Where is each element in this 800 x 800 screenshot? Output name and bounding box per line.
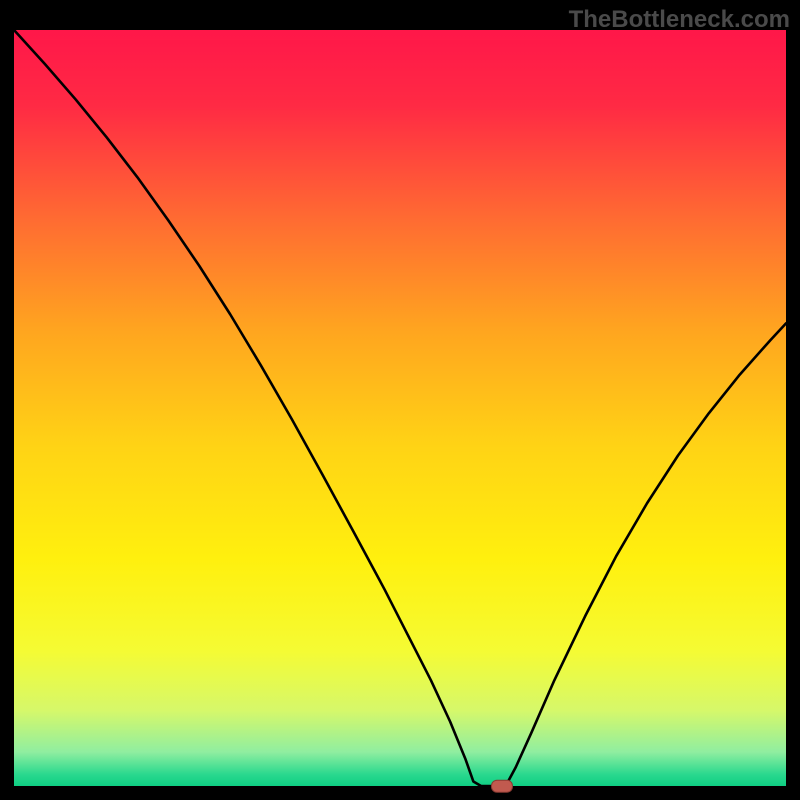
chart-frame: TheBottleneck.com: [0, 0, 800, 800]
watermark-text: TheBottleneck.com: [569, 6, 790, 34]
plot-area: [14, 30, 786, 786]
optimal-point-marker: [491, 780, 513, 793]
